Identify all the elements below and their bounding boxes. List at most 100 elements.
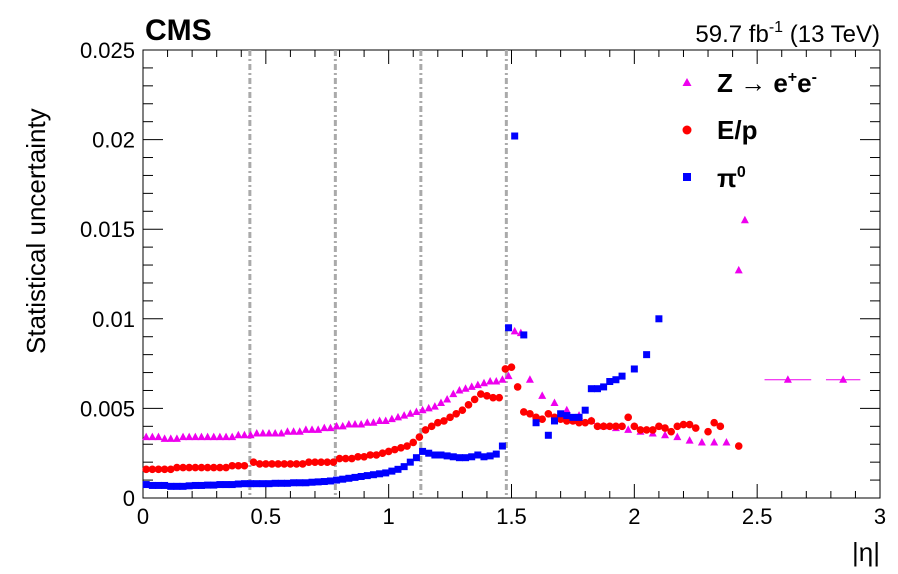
y-tick-label: 0.01 [92,307,135,332]
pi0-point [593,385,601,393]
pi0-point [253,480,261,488]
ep-point [440,417,448,425]
ep-point [655,422,663,431]
z-point [449,389,458,398]
pi0-point [425,449,433,457]
ep-point [329,458,338,466]
z-point [498,375,507,383]
pi0-point [612,376,620,384]
z-point [246,430,255,439]
z-point [320,423,329,432]
ep-point [452,409,461,418]
y-tick-label: 0.02 [92,128,135,153]
z-point [258,428,267,437]
pi0-point [247,480,255,488]
axis-ticks: 0 0.5 1 1.5 2 2.5 3 0 0.005 0.01 0.015 0.02 0.025 [80,38,886,529]
ep-point [673,422,682,431]
ep-point [446,413,454,422]
legend-marker-z [682,78,692,86]
pi0-point [191,481,199,489]
ep-point [191,463,200,472]
ep-point [403,442,411,450]
ep-point [624,413,632,422]
pi0-point [296,479,304,487]
y-tick-label: 0 [123,486,135,511]
ep-point [464,401,473,409]
ep-point [148,465,157,474]
ep-point [605,422,614,431]
z-point [252,428,261,437]
pi0-point [419,447,427,455]
z-point [172,434,181,442]
ep-point [581,418,589,427]
pi0-point [575,413,583,421]
pi0-point [557,410,565,418]
z-point [406,409,415,417]
ep-point [476,390,485,398]
ep-point [154,465,163,474]
z-point [479,378,488,387]
ep-point [298,460,307,468]
pi0-point [511,132,519,140]
pi0-point [563,412,571,420]
z-point [215,432,224,441]
ep-point [489,393,497,402]
pi0-point [222,481,230,489]
z-point [412,407,421,415]
z-point [203,432,212,441]
z-point [375,416,384,424]
ep-point [160,465,169,474]
z-point [734,265,743,274]
x-tick-label: 2.5 [742,504,773,529]
z-point [461,384,470,392]
pi0-point [302,479,310,487]
ep-point [335,454,344,463]
pi0-point [290,479,298,487]
plot-frame [142,49,881,499]
pi0-point [320,478,328,486]
ep-point [679,420,688,429]
ep-point [495,393,504,402]
ep-point [526,409,534,418]
pi0-point [357,472,365,480]
ep-point [249,458,258,466]
pi0-point [369,471,377,479]
ep-point [305,458,313,466]
pi0-point [498,442,506,450]
z-point [486,377,495,385]
pi0-point [173,482,181,490]
pi0-point [655,315,663,323]
z-point [783,375,792,383]
ep-point [507,363,516,371]
z-point [525,375,534,383]
ep-point [216,463,224,472]
y-tick-label: 0.025 [80,38,135,63]
z-point [492,377,501,385]
ep-point [255,460,264,468]
pi0-point [550,417,558,425]
ep-point [642,426,651,434]
z-point [473,380,482,389]
pi0-point [431,451,439,459]
z-point [510,326,519,335]
pi0-point [400,463,408,471]
ep-point [513,383,522,391]
pi0-point [394,465,402,473]
boundary-lines [248,50,508,498]
y-tick-label: 0.005 [80,396,135,421]
z-point [271,428,280,437]
pi0-point [240,480,248,488]
pi0-point [462,454,470,462]
z-point [148,432,157,441]
pi0-point [363,472,371,480]
y-tick-label: 0.015 [80,217,135,242]
z-point [160,434,169,442]
ep-point [685,420,694,429]
pi0-point [345,474,353,482]
pi0-point [179,482,187,490]
pi0-point [406,458,414,466]
z-point [369,418,378,426]
ep-point [593,422,602,431]
ep-point [166,465,175,474]
